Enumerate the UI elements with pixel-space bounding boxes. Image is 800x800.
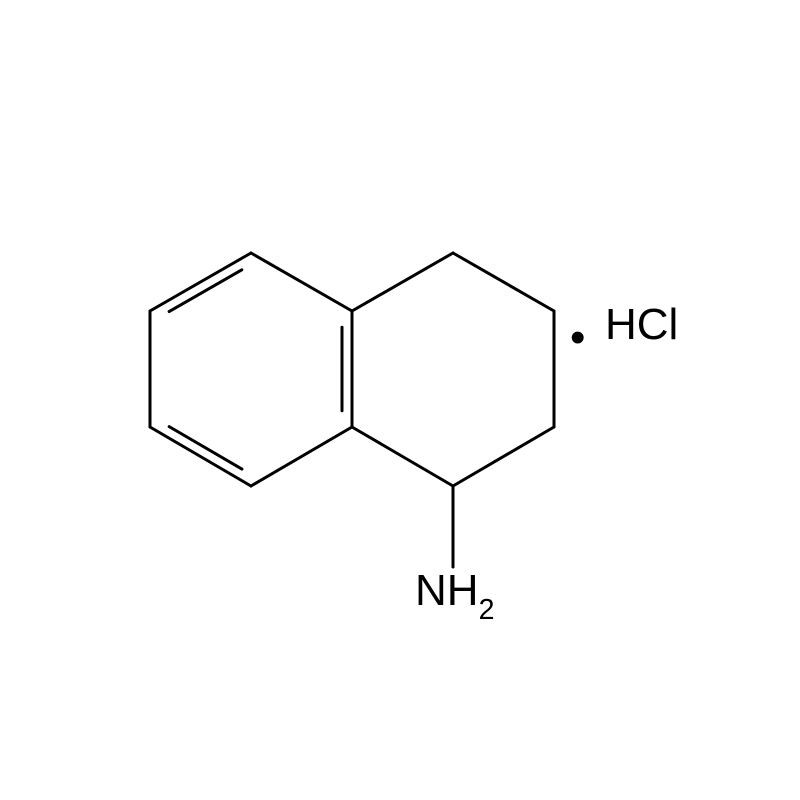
molecule-diagram — [0, 0, 800, 800]
amine-sub: 2 — [479, 594, 495, 626]
amine-label: NH2 — [415, 566, 494, 623]
amine-main: NH — [415, 566, 479, 615]
salt-dot: • — [570, 313, 585, 363]
hcl-label: HCl — [605, 300, 678, 350]
